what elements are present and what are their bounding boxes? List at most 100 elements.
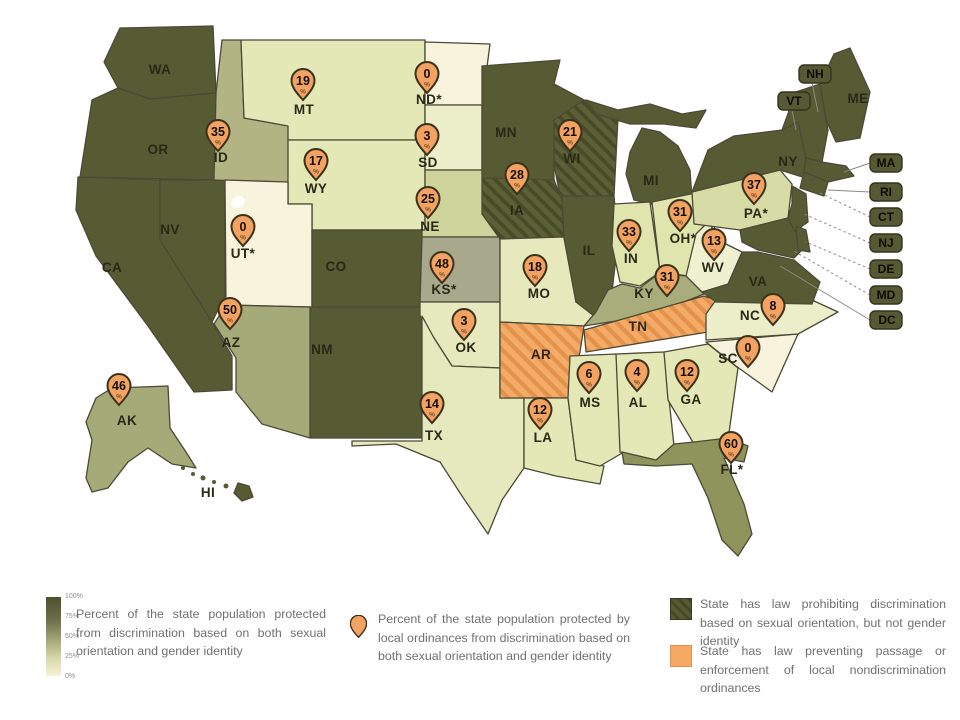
state-label-wa: WA	[149, 62, 172, 77]
state-shape-az	[213, 304, 311, 439]
leader-vt	[791, 109, 797, 131]
great-salt-lake	[231, 196, 245, 208]
state-ut: UT*	[224, 179, 313, 308]
pin-la: 12%	[527, 397, 553, 430]
svg-text:%: %	[215, 140, 221, 147]
svg-text:37: 37	[747, 178, 761, 192]
scale-tick-25: 25%	[65, 653, 80, 660]
map-canvas: WA OR CA NV ID MT WY UT* CO NM AZ	[75, 25, 903, 557]
state-label-ks: KS*	[431, 282, 457, 297]
pin-mt: 19%	[290, 68, 316, 101]
state-fl: FL*	[621, 437, 753, 557]
legend-preemption-text: State has law preventing passage or enfo…	[700, 644, 946, 696]
pin-wi: 21%	[557, 119, 583, 152]
state-label-la: LA	[534, 430, 553, 445]
state-label-nc: NC	[740, 308, 760, 323]
leader-ma	[843, 162, 871, 173]
state-shape-ct-ri	[799, 171, 829, 197]
state-label-ia: IA	[510, 203, 524, 218]
legend-swatch-preemption	[670, 645, 692, 667]
svg-text:MD: MD	[877, 288, 896, 302]
svg-text:NH: NH	[806, 67, 823, 81]
state-shape-fl	[621, 437, 753, 557]
state-label-ak: AK	[117, 413, 137, 428]
pin-tx: 14%	[419, 391, 445, 424]
pin-ne: 25%	[415, 186, 441, 219]
hi-island	[181, 466, 185, 470]
state-ak: AK	[85, 385, 197, 493]
svg-text:6: 6	[586, 367, 593, 381]
state-shape-ak	[85, 385, 197, 493]
state-label-nd: ND*	[416, 92, 442, 107]
svg-text:31: 31	[673, 205, 687, 219]
box-ri: RI	[869, 182, 903, 202]
state-shape-tx	[351, 315, 525, 535]
pin-al: 4%	[624, 359, 650, 392]
svg-text:3: 3	[424, 129, 431, 143]
svg-text:%: %	[751, 193, 757, 200]
svg-text:28: 28	[510, 168, 524, 182]
svg-text:%: %	[684, 380, 690, 387]
small-state-leaders	[779, 82, 871, 321]
svg-text:14: 14	[425, 397, 439, 411]
svg-text:%: %	[425, 207, 431, 214]
state-label-ne: NE	[420, 219, 440, 234]
state-label-nv: NV	[160, 222, 180, 237]
state-label-va: VA	[749, 274, 768, 289]
svg-text:12: 12	[533, 403, 547, 417]
svg-text:RI: RI	[880, 185, 892, 199]
state-label-mt: MT	[294, 102, 315, 117]
leader-dc	[779, 265, 871, 321]
state-label-ky: KY	[634, 286, 654, 301]
svg-text:NJ: NJ	[878, 236, 893, 250]
svg-text:MA: MA	[877, 156, 896, 170]
svg-text:%: %	[664, 285, 670, 292]
box-de: DE	[869, 259, 903, 279]
pin-nd: 0%	[414, 61, 440, 94]
gradient-scale-bar	[46, 597, 61, 676]
svg-text:0: 0	[424, 67, 431, 81]
svg-text:21: 21	[563, 125, 577, 139]
state-label-oh: OH*	[670, 231, 697, 246]
pin-ut: 0%	[230, 214, 256, 247]
svg-text:%: %	[300, 89, 306, 96]
svg-text:60: 60	[724, 437, 738, 451]
svg-text:19: 19	[296, 74, 310, 88]
svg-text:%: %	[770, 314, 776, 321]
svg-text:0: 0	[745, 341, 752, 355]
state-label-tx: TX	[425, 428, 443, 443]
state-label-tn: TN	[629, 319, 648, 334]
svg-text:%: %	[586, 382, 592, 389]
svg-text:%: %	[313, 169, 319, 176]
pin-fl: 60%	[718, 431, 744, 464]
state-label-ny: NY	[778, 154, 798, 169]
state-label-wv: WV	[702, 260, 725, 275]
state-label-in: IN	[624, 251, 638, 266]
state-shape-mi-upper	[585, 99, 707, 129]
legend-pin-text: Percent of the state population protecte…	[378, 612, 630, 664]
state-label-nm: NM	[311, 342, 333, 357]
pin-ok: 3%	[451, 308, 477, 341]
state-label-mo: MO	[528, 286, 551, 301]
svg-text:%: %	[240, 235, 246, 242]
svg-text:%: %	[461, 329, 467, 336]
box-md: MD	[869, 285, 903, 305]
pin-nc: 8%	[760, 293, 786, 326]
state-label-sc: SC	[718, 351, 738, 366]
pin-sc: 0%	[735, 335, 761, 368]
pin-az: 50%	[217, 297, 243, 330]
leader-ct	[819, 192, 871, 218]
state-mi: MI	[585, 99, 707, 207]
svg-text:%: %	[227, 318, 233, 325]
svg-text:%: %	[424, 82, 430, 89]
box-ct: CT	[869, 207, 903, 227]
svg-text:%: %	[514, 183, 520, 190]
state-label-pa: PA*	[744, 206, 769, 221]
state-label-ar: AR	[531, 347, 551, 362]
pin-ga: 12%	[674, 359, 700, 392]
pin-id: 35%	[205, 119, 231, 152]
leader-nh	[811, 82, 819, 113]
box-nh: NH	[798, 64, 832, 84]
state-label-fl: FL*	[721, 462, 744, 477]
svg-text:DC: DC	[878, 313, 896, 327]
